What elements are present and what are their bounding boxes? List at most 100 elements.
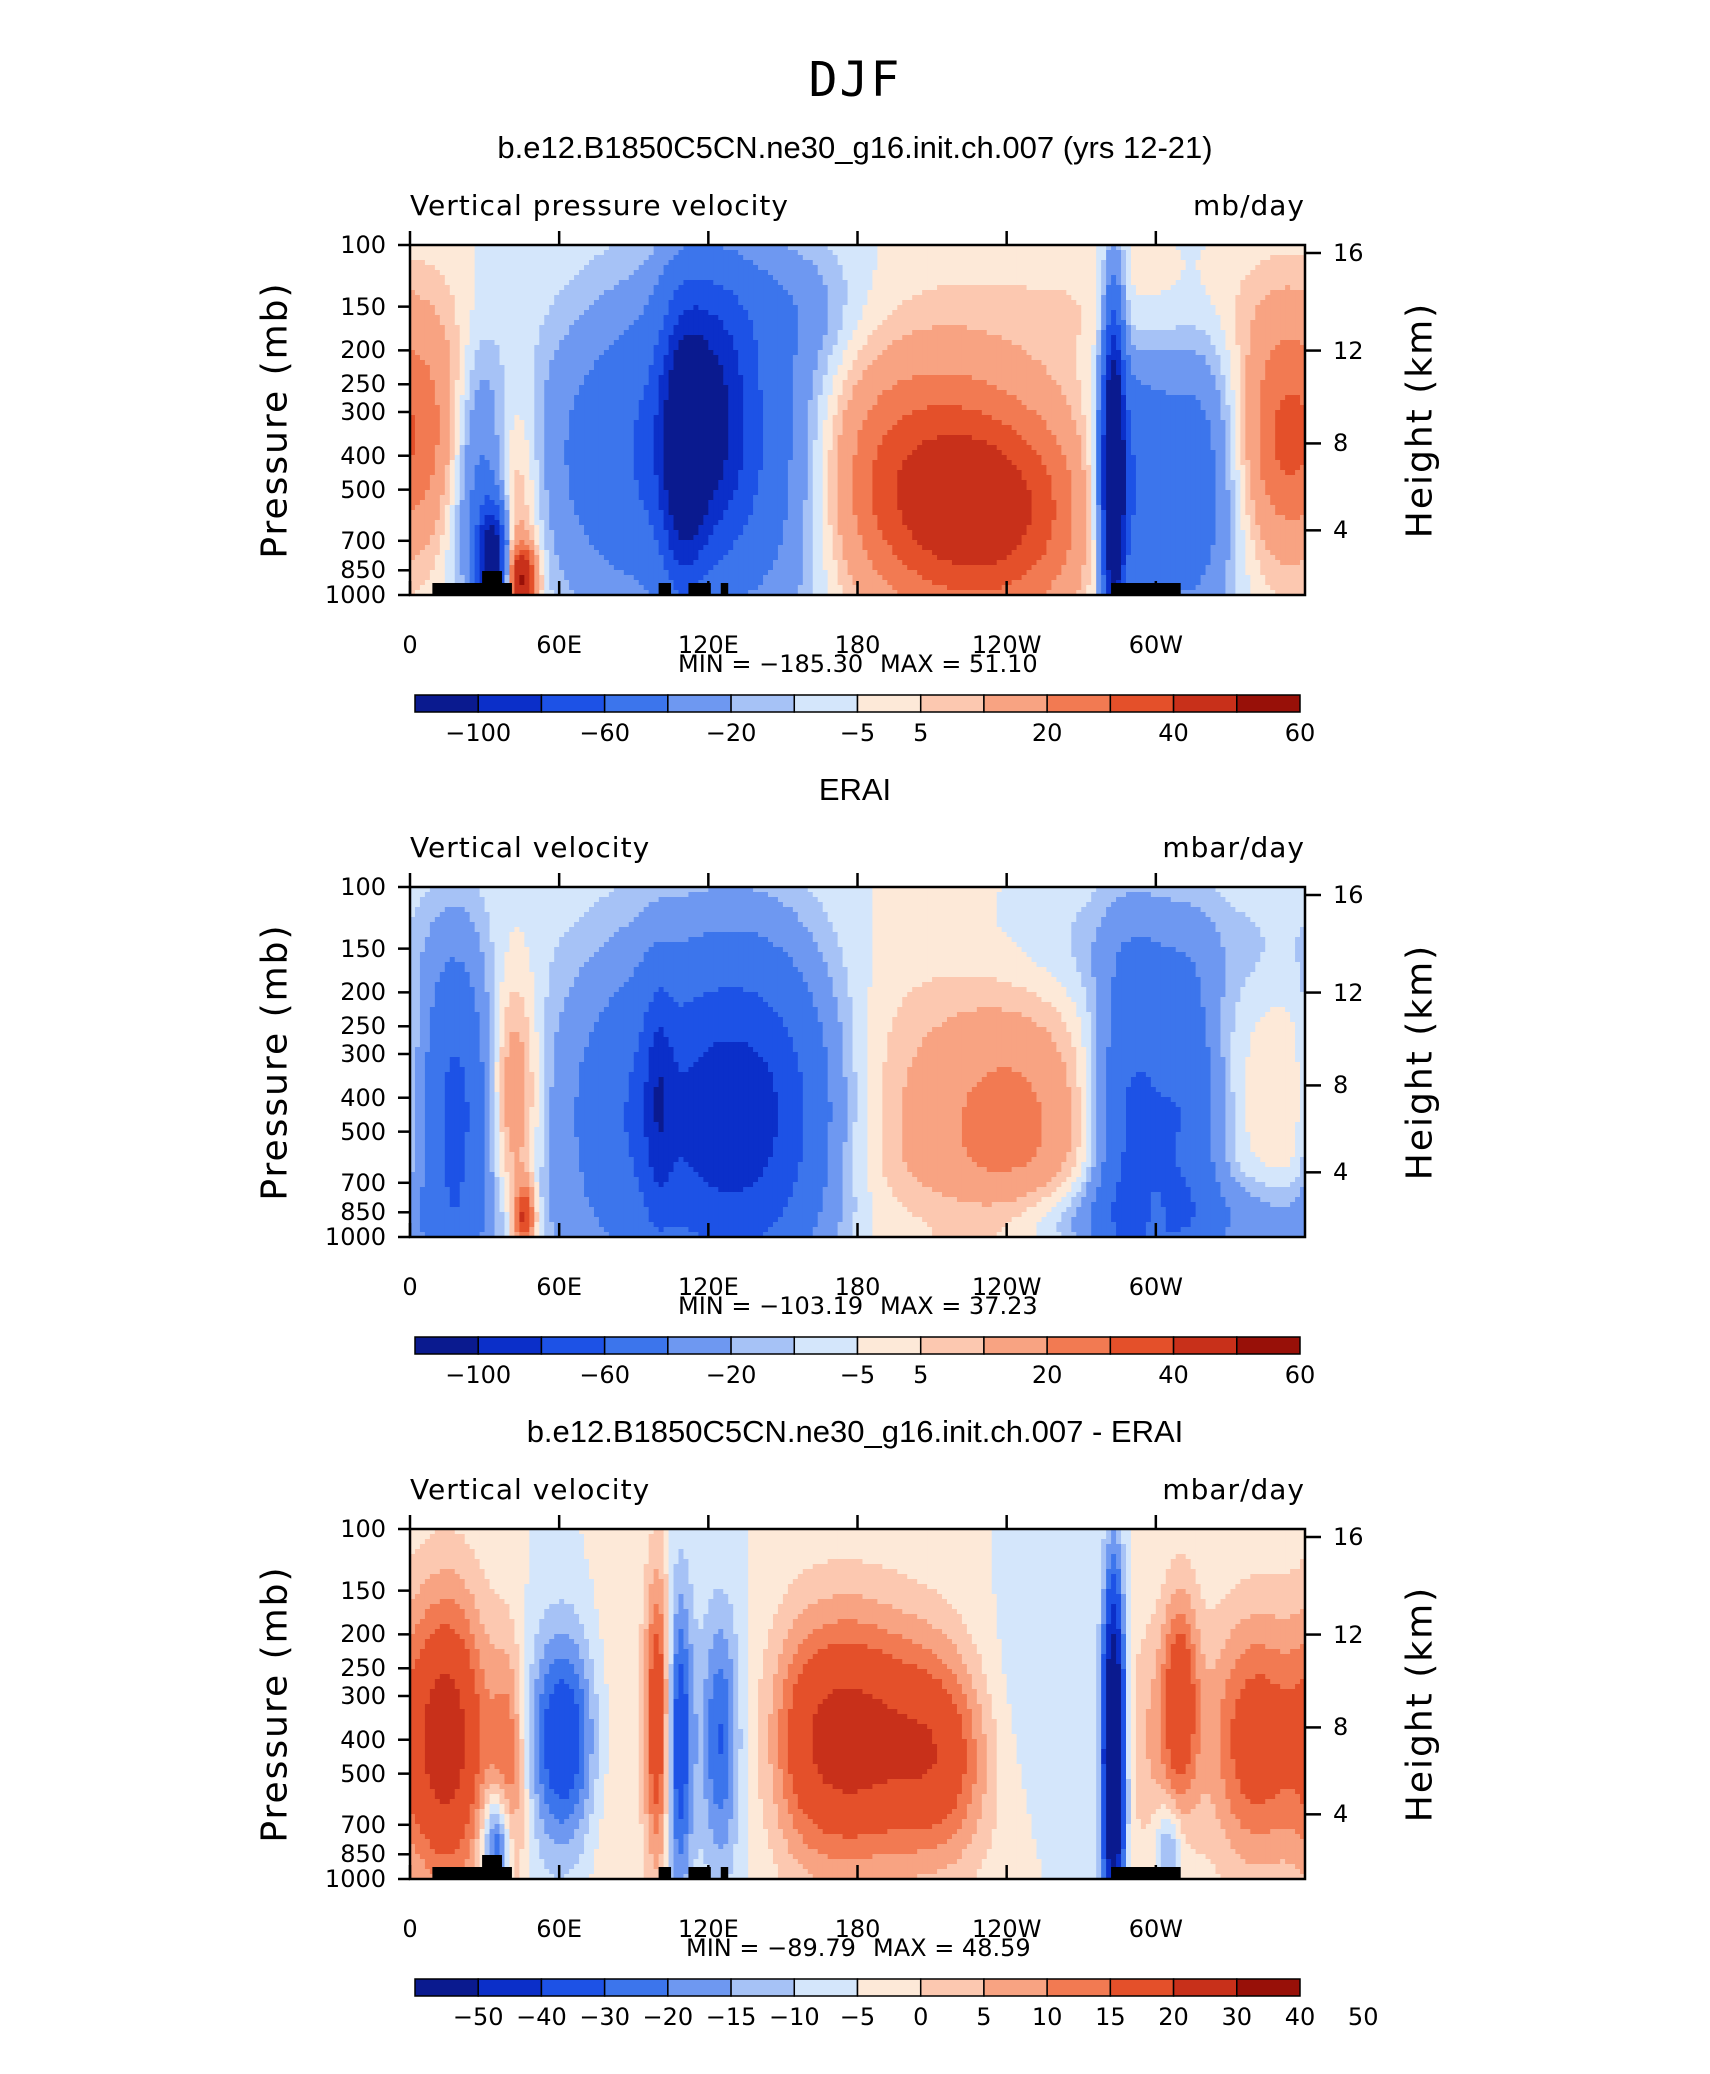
contour-cell <box>907 355 913 361</box>
contour-cell <box>569 345 575 351</box>
contour-cell <box>1185 350 1192 356</box>
contour-cell <box>713 370 719 376</box>
contour-cell <box>1081 370 1087 376</box>
contour-cell <box>1051 340 1057 346</box>
contour-cell <box>1026 375 1033 381</box>
contour-cell <box>1116 250 1122 256</box>
contour-cell <box>1021 365 1028 371</box>
contour-cell <box>897 335 903 341</box>
contour-cell <box>464 325 471 331</box>
contour-cell <box>643 315 650 321</box>
contour-cell <box>827 345 834 351</box>
contour-cell <box>1046 330 1053 336</box>
contour-cell <box>638 350 645 356</box>
contour-cell <box>758 360 764 366</box>
contour-cell <box>494 360 501 366</box>
contour-cell <box>817 370 824 376</box>
contour-cell <box>1091 275 1097 281</box>
contour-cell <box>758 295 764 301</box>
contour-cell <box>1001 305 1008 311</box>
contour-cell <box>1130 320 1137 326</box>
contour-cell <box>728 275 734 281</box>
contour-cell <box>633 320 640 326</box>
contour-cell <box>768 255 774 261</box>
contour-cell <box>643 365 650 371</box>
contour-cell <box>1285 310 1291 316</box>
contour-cell <box>842 375 849 381</box>
contour-cell <box>663 365 670 371</box>
contour-cell <box>991 365 998 371</box>
contour-cell <box>1185 330 1192 336</box>
contour-cell <box>772 365 779 371</box>
contour-cell <box>728 310 734 316</box>
contour-cell <box>768 310 774 316</box>
contour-cell <box>937 300 943 306</box>
contour-cell <box>1195 255 1202 261</box>
contour-cell <box>713 285 719 291</box>
contour-cell <box>1190 360 1197 366</box>
contour-cell <box>514 315 520 321</box>
contour-cell <box>534 275 540 281</box>
contour-cell <box>817 350 824 356</box>
contour-cell <box>524 315 530 321</box>
contour-cell <box>832 365 839 371</box>
contour-cell <box>877 285 883 291</box>
contour-cell <box>623 330 630 336</box>
contour-cell <box>1021 345 1028 351</box>
contour-cell <box>608 370 615 376</box>
contour-cell <box>1056 380 1062 386</box>
contour-cell <box>807 310 814 316</box>
contour-cell <box>872 285 878 291</box>
contour-cell <box>449 265 456 271</box>
contour-cell <box>872 380 878 386</box>
contour-cell <box>892 325 898 331</box>
contour-cell <box>658 345 665 351</box>
contour-cell <box>1200 300 1207 306</box>
contour-cell <box>564 280 570 286</box>
contour-cell <box>956 380 963 386</box>
contour-cell <box>419 380 426 386</box>
contour-cell <box>414 305 421 311</box>
contour-cell <box>479 255 486 261</box>
contour-cell <box>1230 325 1236 331</box>
contour-cell <box>1031 335 1038 341</box>
contour-cell <box>971 325 978 331</box>
contour-cell <box>469 315 476 321</box>
contour-cell <box>1036 250 1043 256</box>
contour-cell <box>1061 245 1067 251</box>
contour-cell <box>792 320 799 326</box>
contour-cell <box>768 290 774 296</box>
contour-cell <box>827 300 834 306</box>
contour-cell <box>1265 340 1271 346</box>
contour-cell <box>1130 280 1137 286</box>
contour-cell <box>1121 350 1127 356</box>
contour-cell <box>827 275 834 281</box>
contour-cell <box>504 265 511 271</box>
contour-cell <box>907 325 913 331</box>
contour-cell <box>1041 300 1048 306</box>
contour-cell <box>743 370 749 376</box>
contour-cell <box>753 370 759 376</box>
contour-cell <box>777 285 784 291</box>
contour-cell <box>976 340 983 346</box>
contour-cell <box>1001 345 1008 351</box>
contour-cell <box>1091 285 1097 291</box>
contour-cell <box>1076 355 1082 361</box>
contour-cell <box>1165 300 1172 306</box>
contour-cell <box>589 335 595 341</box>
contour-cell <box>738 330 744 336</box>
contour-cell <box>976 280 983 286</box>
contour-cell <box>1295 295 1301 301</box>
contour-cell <box>1126 330 1132 336</box>
contour-cell <box>847 310 854 316</box>
contour-cell <box>912 350 918 356</box>
contour-cell <box>1280 255 1286 261</box>
contour-cell <box>603 250 610 256</box>
contour-cell <box>763 380 769 386</box>
contour-cell <box>877 245 883 251</box>
contour-cell <box>410 330 416 336</box>
contour-cell <box>584 295 590 301</box>
contour-cell <box>1116 280 1122 286</box>
contour-cell <box>966 355 973 361</box>
contour-cell <box>882 295 888 301</box>
